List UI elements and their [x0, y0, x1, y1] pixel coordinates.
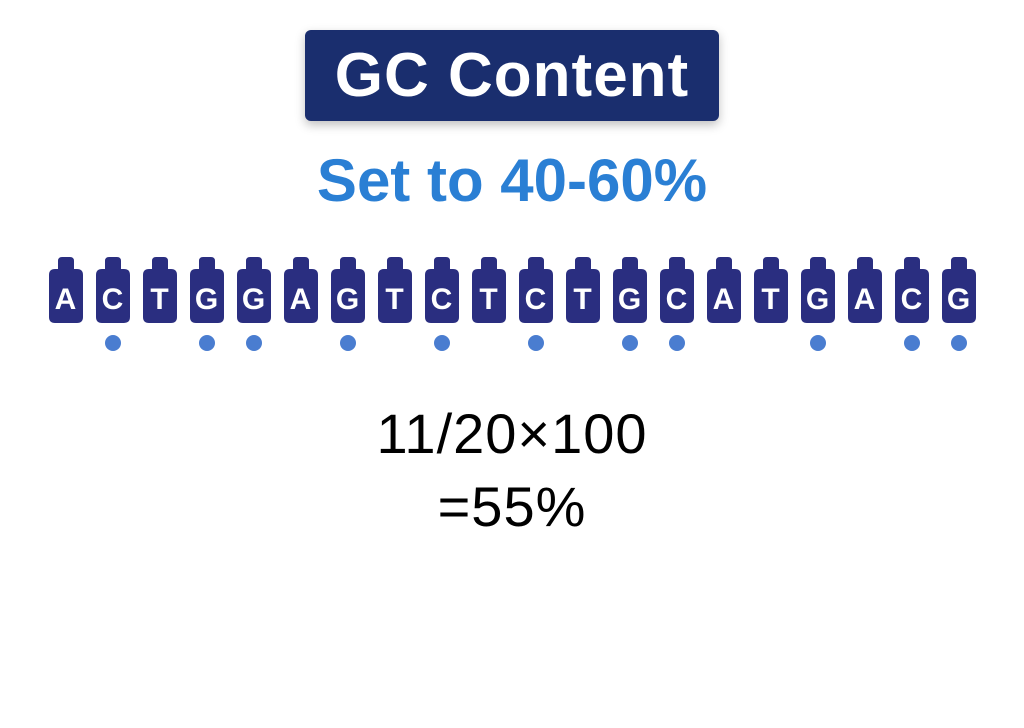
nucleotide-tile: T: [137, 255, 183, 325]
subtitle: Set to 40-60%: [317, 146, 707, 215]
nucleotide-letter: T: [761, 283, 779, 325]
nucleotide-tile: A: [278, 255, 324, 325]
calc-line2: =55%: [376, 471, 647, 544]
dot-cell: [90, 333, 136, 353]
gc-dot-icon: [105, 335, 121, 351]
nucleotide-letter: C: [666, 283, 688, 325]
nucleotide-letter: A: [55, 283, 77, 325]
dot-cell: [889, 333, 935, 353]
nucleotide-letter: T: [479, 283, 497, 325]
nucleotide-letter: T: [385, 283, 403, 325]
nucleotide-tile: C: [654, 255, 700, 325]
nucleotide-tile: G: [184, 255, 230, 325]
dot-cell: [184, 333, 230, 353]
dot-cell: [748, 333, 794, 353]
nucleotide-letter: C: [431, 283, 453, 325]
title-box: GC Content: [305, 30, 719, 121]
nucleotide-tile: G: [607, 255, 653, 325]
nucleotide-letter: C: [525, 283, 547, 325]
dot-cell: [325, 333, 371, 353]
nucleotide-tile: C: [513, 255, 559, 325]
nucleotide-tile: C: [90, 255, 136, 325]
nucleotide-letter: G: [336, 283, 359, 325]
dot-cell: [137, 333, 183, 353]
gc-dot-icon: [340, 335, 356, 351]
nucleotide-tile: T: [466, 255, 512, 325]
calculation: 11/20×100 =55%: [376, 398, 647, 544]
nucleotide-tile: C: [889, 255, 935, 325]
dot-row: [43, 333, 982, 353]
dot-cell: [231, 333, 277, 353]
dot-cell: [513, 333, 559, 353]
nucleotide-letter: T: [150, 283, 168, 325]
dot-cell: [842, 333, 888, 353]
dot-cell: [372, 333, 418, 353]
nucleotide-letter: A: [713, 283, 735, 325]
dot-cell: [278, 333, 324, 353]
nucleotide-tile: T: [748, 255, 794, 325]
dot-cell: [43, 333, 89, 353]
gc-dot-icon: [669, 335, 685, 351]
nucleotide-tile: G: [325, 255, 371, 325]
nucleotide-tile: A: [43, 255, 89, 325]
gc-dot-icon: [528, 335, 544, 351]
nucleotide-letter: C: [102, 283, 124, 325]
nucleotide-tile: T: [560, 255, 606, 325]
nucleotide-tile: C: [419, 255, 465, 325]
dot-cell: [560, 333, 606, 353]
nucleotide-tile: A: [701, 255, 747, 325]
nucleotide-tile: G: [795, 255, 841, 325]
gc-dot-icon: [810, 335, 826, 351]
dot-cell: [654, 333, 700, 353]
gc-dot-icon: [246, 335, 262, 351]
dot-cell: [419, 333, 465, 353]
dot-cell: [936, 333, 982, 353]
nucleotide-letter: A: [854, 283, 876, 325]
title-text: GC Content: [335, 41, 689, 110]
nucleotide-letter: C: [901, 283, 923, 325]
nucleotide-tile: T: [372, 255, 418, 325]
nucleotide-letter: G: [618, 283, 641, 325]
gc-dot-icon: [904, 335, 920, 351]
nucleotide-letter: T: [573, 283, 591, 325]
nucleotide-tile: A: [842, 255, 888, 325]
dot-cell: [795, 333, 841, 353]
gc-dot-icon: [434, 335, 450, 351]
nucleotide-tile: G: [936, 255, 982, 325]
dot-cell: [607, 333, 653, 353]
gc-dot-icon: [622, 335, 638, 351]
nucleotide-letter: G: [242, 283, 265, 325]
dot-cell: [466, 333, 512, 353]
nucleotide-letter: G: [806, 283, 829, 325]
nucleotide-letter: G: [195, 283, 218, 325]
dot-cell: [701, 333, 747, 353]
sequence-row: A C T G G A G T: [43, 255, 982, 325]
gc-dot-icon: [951, 335, 967, 351]
gc-dot-icon: [199, 335, 215, 351]
calc-line1: 11/20×100: [376, 398, 647, 471]
nucleotide-letter: A: [290, 283, 312, 325]
nucleotide-letter: G: [947, 283, 970, 325]
nucleotide-tile: G: [231, 255, 277, 325]
